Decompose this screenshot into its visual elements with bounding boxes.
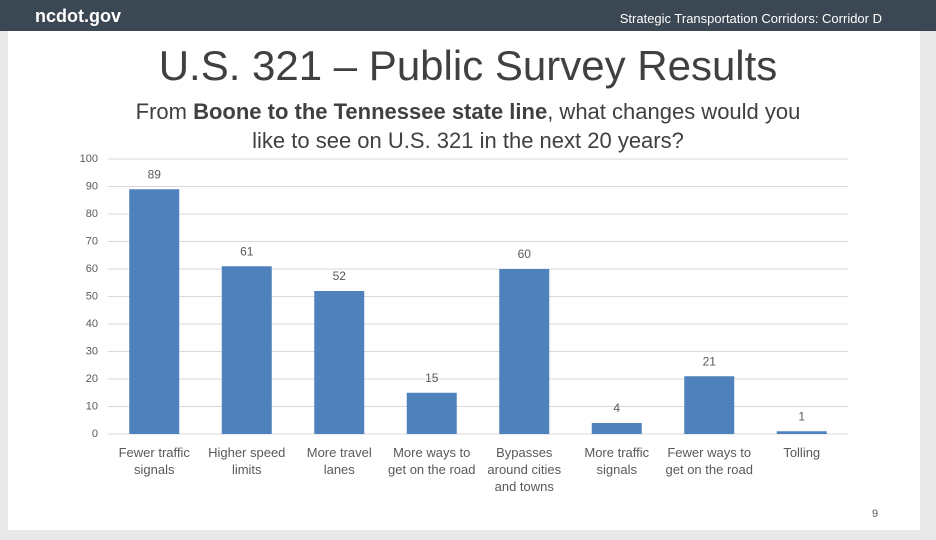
bar — [406, 392, 457, 434]
value-label: 61 — [240, 244, 254, 258]
y-tick-label: 70 — [86, 235, 98, 247]
x-tick-label: Tolling — [783, 445, 821, 460]
y-tick-label: 30 — [86, 345, 98, 357]
y-tick-label: 50 — [86, 290, 98, 302]
value-label: 89 — [148, 167, 162, 181]
value-label: 52 — [333, 269, 347, 283]
chart-subtitle: From Boone to the Tennessee state line, … — [118, 97, 818, 155]
section-name: Strategic Transportation Corridors: Corr… — [619, 11, 882, 26]
x-tick-label: Higher speed limits — [208, 445, 286, 477]
bar — [221, 266, 272, 434]
value-label: 15 — [425, 371, 439, 385]
value-label: 4 — [613, 401, 620, 415]
bar — [684, 376, 735, 434]
x-tick-label: Fewer traffic signals — [118, 445, 190, 477]
value-label: 1 — [798, 409, 805, 423]
bar — [314, 291, 365, 434]
subtitle-text: , what changes would you like to see on … — [252, 99, 801, 153]
x-tick-label: More travel lanes — [306, 445, 372, 477]
y-tick-label: 100 — [80, 153, 98, 165]
y-tick-label: 20 — [86, 373, 98, 385]
y-tick-label: 80 — [86, 208, 98, 220]
x-tick-label: More traffic signals — [584, 445, 650, 477]
x-tick-label: Fewer ways to get on the road — [665, 445, 753, 477]
value-label: 60 — [518, 247, 532, 261]
page-number: 9 — [872, 508, 879, 520]
header-bar: ncdot.gov Strategic Transportation Corri… — [0, 0, 936, 31]
subtitle-text: From — [135, 99, 187, 124]
site-name: ncdot.gov — [35, 6, 121, 26]
chart-title: U.S. 321 – Public Survey Results — [158, 42, 778, 89]
x-tick-label: More ways to get on the road — [388, 445, 476, 477]
y-tick-label: 60 — [86, 263, 98, 275]
y-tick-label: 10 — [86, 400, 98, 412]
bar — [499, 269, 550, 434]
value-label: 21 — [703, 354, 717, 368]
bar — [776, 431, 827, 434]
y-tick-label: 40 — [86, 318, 98, 330]
y-tick-label: 0 — [92, 428, 98, 440]
x-tick-label: Bypasses around cities and towns — [487, 445, 562, 494]
y-tick-label: 90 — [86, 180, 98, 192]
bar — [591, 423, 642, 434]
bar — [129, 189, 180, 434]
subtitle-bold: Boone to the Tennessee state line — [193, 99, 548, 124]
